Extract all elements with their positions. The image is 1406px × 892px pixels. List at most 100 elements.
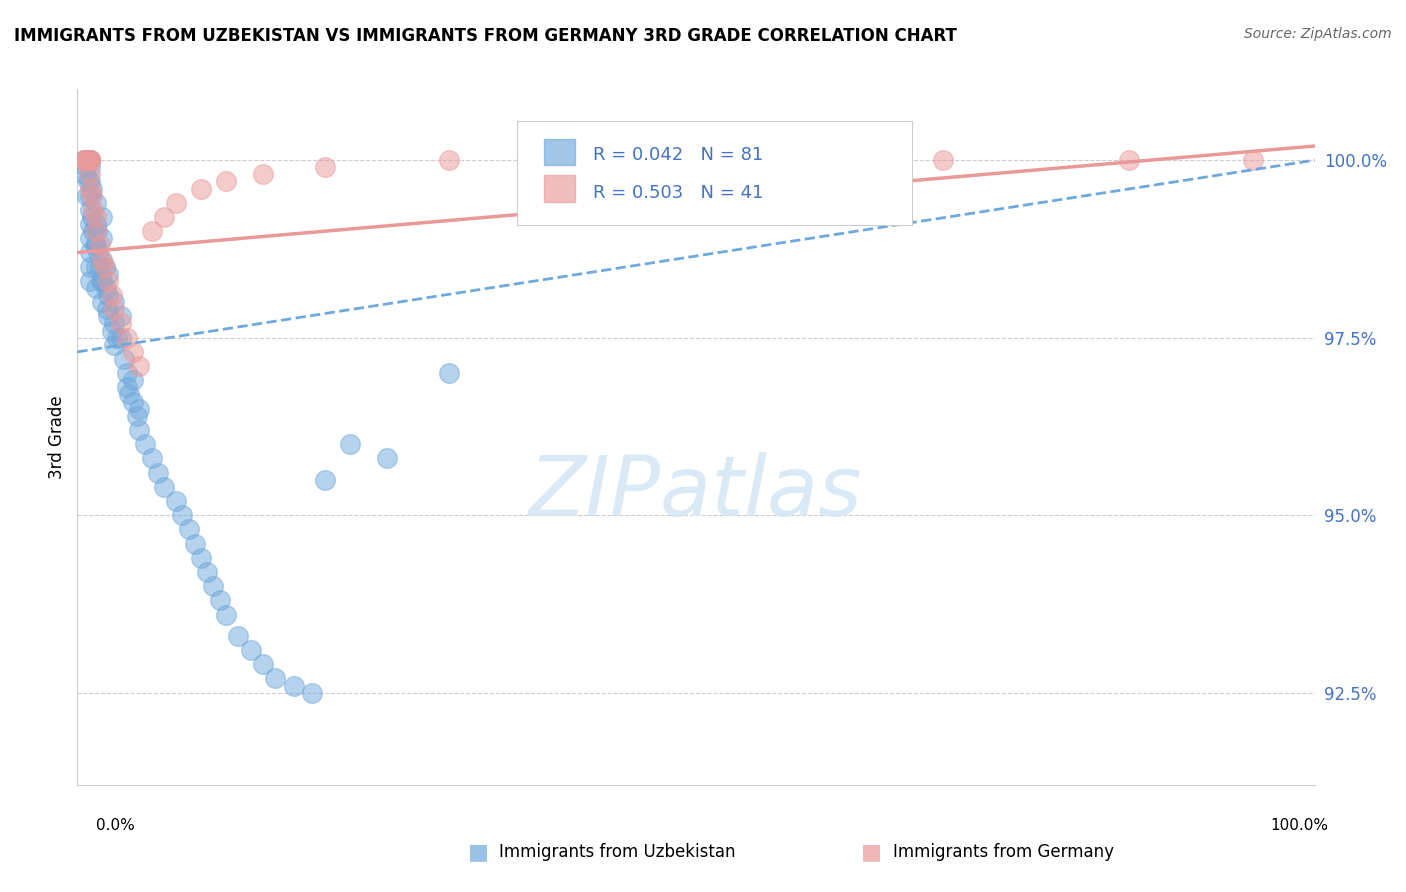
- Point: [375, 451, 398, 466]
- Point: [153, 480, 176, 494]
- Point: [190, 181, 212, 195]
- FancyBboxPatch shape: [544, 175, 575, 202]
- FancyBboxPatch shape: [516, 120, 912, 225]
- Point: [125, 409, 148, 423]
- Point: [215, 174, 238, 188]
- Point: [808, 153, 831, 168]
- Point: [202, 579, 225, 593]
- Point: [91, 231, 114, 245]
- Point: [79, 153, 101, 168]
- Point: [252, 168, 274, 182]
- Point: [89, 260, 111, 274]
- Point: [103, 317, 125, 331]
- Point: [79, 260, 101, 274]
- Point: [84, 217, 107, 231]
- Point: [215, 607, 238, 622]
- Point: [172, 508, 194, 523]
- Point: [134, 437, 156, 451]
- Point: [93, 260, 115, 274]
- Point: [87, 245, 110, 260]
- Point: [83, 238, 105, 252]
- Point: [141, 224, 163, 238]
- Text: Immigrants from Germany: Immigrants from Germany: [893, 843, 1114, 861]
- Point: [122, 344, 145, 359]
- Point: [84, 224, 107, 238]
- Point: [76, 153, 98, 168]
- Point: [90, 274, 112, 288]
- Point: [97, 310, 120, 324]
- Point: [101, 324, 124, 338]
- Point: [208, 593, 231, 607]
- Point: [79, 153, 101, 168]
- Point: [82, 210, 104, 224]
- Point: [84, 281, 107, 295]
- Text: 100.0%: 100.0%: [1271, 818, 1329, 832]
- Point: [79, 274, 101, 288]
- Text: 0.0%: 0.0%: [96, 818, 135, 832]
- Text: Source: ZipAtlas.com: Source: ZipAtlas.com: [1244, 27, 1392, 41]
- Text: ■: ■: [862, 842, 882, 862]
- Point: [252, 657, 274, 672]
- Point: [118, 387, 141, 401]
- Point: [79, 202, 101, 217]
- Text: Immigrants from Uzbekistan: Immigrants from Uzbekistan: [499, 843, 735, 861]
- Point: [91, 252, 114, 267]
- Point: [79, 161, 101, 175]
- Point: [84, 210, 107, 224]
- Point: [91, 252, 114, 267]
- Point: [115, 331, 138, 345]
- Point: [264, 672, 287, 686]
- Point: [165, 494, 187, 508]
- Point: [932, 153, 955, 168]
- Point: [86, 224, 108, 238]
- Point: [79, 181, 101, 195]
- Point: [82, 202, 104, 217]
- Point: [239, 643, 262, 657]
- Point: [79, 153, 101, 168]
- Point: [115, 366, 138, 380]
- Point: [177, 522, 200, 536]
- Text: ■: ■: [468, 842, 488, 862]
- Point: [72, 153, 94, 168]
- Point: [91, 295, 114, 310]
- Point: [110, 331, 132, 345]
- Point: [1241, 153, 1264, 168]
- Point: [82, 224, 104, 238]
- Point: [72, 153, 94, 168]
- Point: [561, 153, 583, 168]
- FancyBboxPatch shape: [544, 139, 575, 165]
- Point: [76, 153, 98, 168]
- Point: [72, 168, 94, 182]
- Point: [79, 168, 101, 182]
- Point: [79, 231, 101, 245]
- Point: [97, 288, 120, 302]
- Point: [82, 188, 104, 202]
- Text: IMMIGRANTS FROM UZBEKISTAN VS IMMIGRANTS FROM GERMANY 3RD GRADE CORRELATION CHAR: IMMIGRANTS FROM UZBEKISTAN VS IMMIGRANTS…: [14, 27, 957, 45]
- Point: [79, 153, 101, 168]
- Point: [128, 401, 150, 416]
- Point: [101, 288, 124, 302]
- Point: [195, 565, 218, 579]
- Point: [685, 153, 707, 168]
- Point: [184, 536, 207, 550]
- Point: [77, 153, 100, 168]
- Point: [94, 281, 117, 295]
- Point: [437, 153, 460, 168]
- Point: [73, 153, 96, 168]
- Point: [115, 380, 138, 394]
- Point: [112, 351, 135, 366]
- Point: [105, 331, 128, 345]
- Point: [103, 302, 125, 317]
- Point: [153, 210, 176, 224]
- Point: [79, 174, 101, 188]
- Point: [79, 153, 101, 168]
- Point: [93, 260, 115, 274]
- Point: [437, 366, 460, 380]
- Point: [79, 217, 101, 231]
- Text: R = 0.042   N = 81: R = 0.042 N = 81: [593, 145, 763, 163]
- Point: [314, 161, 336, 175]
- Point: [283, 679, 305, 693]
- Point: [141, 451, 163, 466]
- Point: [165, 195, 187, 210]
- Point: [76, 188, 98, 202]
